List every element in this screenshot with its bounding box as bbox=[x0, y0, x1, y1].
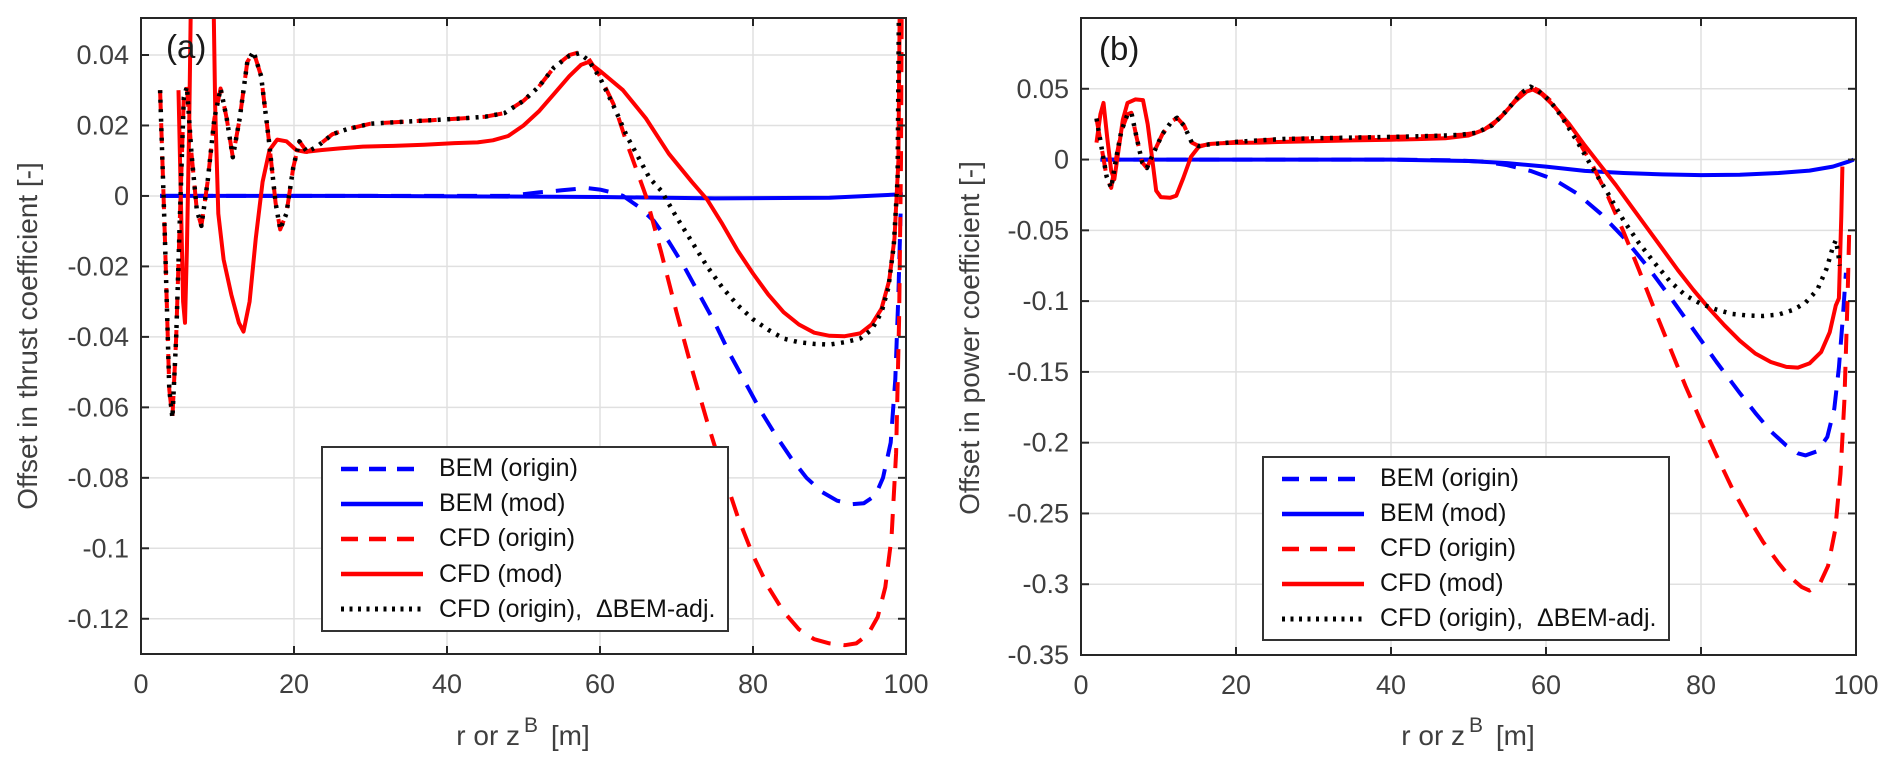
y-tick-label: -0.12 bbox=[67, 604, 129, 634]
x-tick-label: 60 bbox=[1531, 670, 1561, 700]
series-bem-mod bbox=[160, 192, 903, 201]
legend-panel-b: BEM (origin) BEM (mod) CFD (origin) CFD (mo… bbox=[1262, 456, 1670, 641]
series-cfd-mod bbox=[176, 18, 902, 339]
x-tick-label: 100 bbox=[1833, 670, 1878, 700]
legend-panel-a: BEM (origin) BEM (mod) CFD (origin) CFD (mo… bbox=[321, 446, 729, 632]
y-tick-label: -0.02 bbox=[67, 251, 129, 281]
y-tick-label: -0.1 bbox=[1022, 286, 1069, 316]
x-tick-label: 40 bbox=[432, 669, 462, 699]
legend-label: CFD (origin) bbox=[1380, 534, 1517, 562]
legend-row-bem-mod: BEM (mod) bbox=[1280, 499, 1668, 528]
y-tick-label: -0.15 bbox=[1007, 357, 1069, 387]
legend-sample-dashed-line-icon bbox=[341, 466, 423, 471]
legend-label: BEM (origin) bbox=[439, 454, 578, 483]
series-cfd-origin-dbem-adj bbox=[157, 18, 902, 421]
legend-row-cfd-mod: CFD (mod) bbox=[339, 560, 727, 589]
y-tick-label: 0.05 bbox=[1016, 74, 1069, 104]
y-axis-label-power: Offset in power coefficient [-] bbox=[954, 161, 985, 515]
series-bem-origin bbox=[1100, 157, 1848, 458]
legend-sample-dashed-line-icon bbox=[341, 536, 423, 542]
legend-label: BEM (origin) bbox=[1380, 464, 1519, 492]
x-tick-label: 100 bbox=[883, 669, 928, 699]
legend-sample-solid-line-icon bbox=[1282, 511, 1364, 516]
legend-sample-solid-line-icon bbox=[1282, 581, 1364, 586]
y-tick-label: 0.04 bbox=[76, 40, 129, 70]
legend-row-cfd-origin: CFD (origin) bbox=[339, 524, 727, 553]
legend-row-cfd-origin-dbem-adj: CFD (origin), ΔBEM-adj. bbox=[1280, 604, 1668, 633]
y-tick-label: -0.05 bbox=[1007, 215, 1069, 245]
y-tick-label: 0.02 bbox=[76, 110, 129, 140]
legend-label: BEM (mod) bbox=[439, 489, 566, 518]
y-tick-label: -0.2 bbox=[1022, 428, 1069, 458]
x-tick-label: 40 bbox=[1376, 670, 1406, 700]
legend-sample-dashed-line-icon bbox=[1282, 546, 1364, 551]
y-tick-label: 0 bbox=[1054, 145, 1069, 175]
y-tick-label: -0.06 bbox=[67, 392, 129, 422]
series-cfd-mod bbox=[1094, 87, 1845, 370]
legend-sample-solid-line-icon bbox=[341, 571, 423, 577]
legend-row-cfd-mod: CFD (mod) bbox=[1280, 569, 1668, 598]
series-bem-mod bbox=[1100, 157, 1855, 178]
legend-sample-solid-line-icon bbox=[341, 501, 423, 507]
panel-a-label: (a) bbox=[166, 28, 207, 65]
panel-b-label: (b) bbox=[1099, 30, 1140, 67]
y-tick-label: 0 bbox=[114, 181, 129, 211]
legend-row-bem-mod: BEM (mod) bbox=[339, 489, 727, 518]
legend-sample-dotted-line-icon bbox=[341, 606, 423, 612]
y-tick-label: -0.1 bbox=[82, 533, 129, 563]
axes-box bbox=[1080, 17, 1857, 656]
x-axis-label-a-text: r or z bbox=[456, 720, 521, 751]
x-tick-label: 60 bbox=[585, 669, 615, 699]
x-axis-label-b-text: r or z bbox=[1401, 720, 1466, 751]
legend-sample-dashed-line-icon bbox=[1282, 476, 1364, 481]
x-tick-label: 80 bbox=[738, 669, 768, 699]
panel-b: 0 20 40 60 80 100 0.05 0 -0.05 -0.1 -0.15 -0.2 -0.25… bbox=[1007, 17, 1879, 700]
x-tick-label: 20 bbox=[1221, 670, 1251, 700]
y-tick-label: -0.08 bbox=[67, 463, 129, 493]
x-axis-label-b-unit: [m] bbox=[1488, 720, 1535, 751]
x-axis-label-a-unit: [m] bbox=[543, 720, 590, 751]
legend-label: CFD (origin) bbox=[439, 524, 576, 553]
y-axis-label-thrust: Offset in thrust coefficient [-] bbox=[12, 162, 43, 510]
x-axis-label-a-superscript: B bbox=[524, 714, 539, 737]
y-tick-label: -0.25 bbox=[1007, 498, 1069, 528]
y-tick-label: -0.35 bbox=[1007, 640, 1069, 670]
x-tick-label: 0 bbox=[133, 669, 148, 699]
y-tick-label: -0.04 bbox=[67, 322, 129, 352]
x-tick-label: 80 bbox=[1686, 670, 1716, 700]
series-cfd-origin-dbem-adj bbox=[1094, 84, 1842, 319]
x-axis-label-b-superscript: B bbox=[1469, 714, 1484, 737]
legend-row-cfd-origin: CFD (origin) bbox=[1280, 534, 1668, 563]
y-tick-label: -0.3 bbox=[1022, 569, 1069, 599]
legend-label: BEM (mod) bbox=[1380, 499, 1507, 527]
x-tick-label: 0 bbox=[1073, 670, 1088, 700]
series-bem-origin bbox=[160, 186, 903, 507]
x-tick-label: 20 bbox=[279, 669, 309, 699]
legend-label: CFD (mod) bbox=[1380, 569, 1504, 597]
legend-label: CFD (origin), ΔBEM-adj. bbox=[439, 594, 716, 623]
legend-label: CFD (mod) bbox=[439, 559, 563, 588]
legend-row-cfd-origin-dbem-adj: CFD (origin), ΔBEM-adj. bbox=[339, 595, 727, 624]
legend-label: CFD (origin), ΔBEM-adj. bbox=[1380, 604, 1657, 632]
legend-row-bem-origin: BEM (origin) bbox=[1280, 464, 1668, 493]
legend-row-bem-origin: BEM (origin) bbox=[339, 454, 727, 483]
legend-sample-dotted-line-icon bbox=[1282, 616, 1364, 621]
